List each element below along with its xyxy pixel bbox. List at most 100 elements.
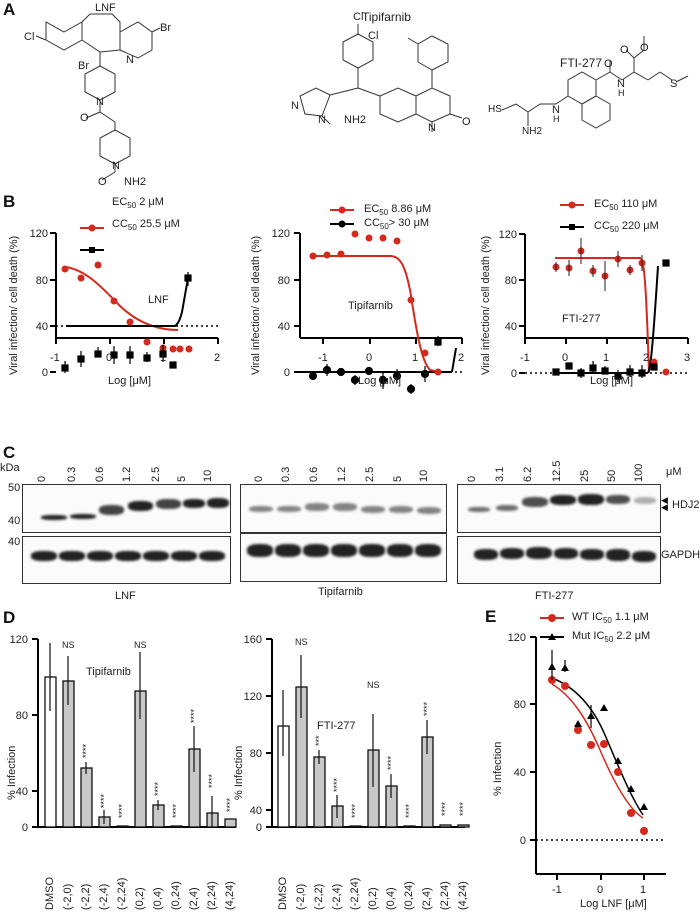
category-label: (0,2) bbox=[367, 887, 379, 910]
svg-text:40: 40 bbox=[16, 786, 28, 798]
category-label: (-2,0) bbox=[62, 883, 74, 910]
band bbox=[31, 551, 57, 561]
x-axis-label: Log [μM] bbox=[358, 375, 402, 387]
panel-letter-b: B bbox=[3, 192, 16, 211]
svg-text:120: 120 bbox=[244, 691, 262, 703]
svg-text:80: 80 bbox=[36, 275, 48, 287]
tipifarnib-imidazole bbox=[299, 87, 331, 117]
lane-label: 5 bbox=[392, 475, 404, 482]
legend-ec50-label: EC50 8.86 μM bbox=[364, 203, 431, 217]
category-label: (-2,2) bbox=[313, 883, 325, 910]
band bbox=[554, 548, 578, 559]
band bbox=[632, 551, 656, 562]
atom-nh2: NH2 bbox=[124, 176, 147, 188]
x-tick: 1 bbox=[412, 352, 419, 364]
blot-label-lnf: LNF bbox=[115, 590, 136, 602]
svg-text:0: 0 bbox=[511, 368, 517, 380]
svg-text:****: **** bbox=[458, 801, 468, 816]
svg-text:NS: NS bbox=[134, 640, 147, 650]
band bbox=[606, 549, 630, 561]
band bbox=[171, 551, 197, 561]
svg-text:****: **** bbox=[225, 797, 235, 812]
structure-label-tipifarnib: Tipifarnib bbox=[362, 10, 411, 24]
legend-sub: 50 bbox=[604, 635, 614, 645]
atom-n: N bbox=[96, 96, 104, 108]
lane-label: 25 bbox=[579, 469, 591, 482]
band bbox=[70, 514, 96, 519]
band bbox=[199, 551, 225, 561]
chart-annotation: FTI-277 bbox=[317, 720, 356, 732]
structure-drawings bbox=[35, 13, 689, 181]
cc50-points bbox=[61, 272, 192, 373]
lane-label: 2.5 bbox=[150, 466, 162, 482]
atom-o: O bbox=[604, 58, 613, 70]
band bbox=[580, 549, 604, 560]
svg-text:****: **** bbox=[440, 801, 450, 816]
lane-label: 2.5 bbox=[364, 466, 376, 482]
legend-sub: 50 bbox=[602, 616, 612, 626]
ec50-fit-curve bbox=[555, 257, 650, 374]
x-tick: 2 bbox=[643, 352, 650, 364]
legend-sub: 50 bbox=[127, 223, 137, 233]
atom-n: N bbox=[428, 122, 436, 134]
lnf-piperidine-1 bbox=[84, 65, 116, 101]
band bbox=[249, 506, 273, 512]
x-tick: 2 bbox=[214, 352, 221, 364]
tipifarnib-quinolinone-b bbox=[415, 87, 451, 123]
legend-value: 220 μM bbox=[618, 220, 659, 232]
x-axis-label: Log [μM] bbox=[108, 375, 152, 387]
x-tick: 0 bbox=[106, 352, 113, 364]
lane-label: 0 bbox=[36, 475, 48, 482]
band bbox=[207, 498, 229, 508]
atom-n: N bbox=[126, 54, 134, 66]
ec50-points bbox=[309, 230, 442, 376]
svg-text:****: **** bbox=[153, 781, 163, 796]
category-label: (-2,2) bbox=[80, 883, 92, 910]
x-tick: 1 bbox=[160, 352, 167, 364]
atom-o: O bbox=[620, 44, 629, 56]
chart-b-lnf-svg: 120 80 40 0 bbox=[30, 224, 219, 379]
blot-fti277-gapdh bbox=[457, 536, 661, 584]
panel-letter-a: A bbox=[3, 0, 16, 19]
svg-text:0: 0 bbox=[284, 367, 290, 379]
unit-label-um: μM bbox=[666, 466, 682, 478]
blot-lnf-gapdh bbox=[22, 536, 231, 584]
svg-text:NS: NS bbox=[62, 640, 75, 650]
svg-text:0: 0 bbox=[42, 367, 48, 379]
category-label: (-2,0) bbox=[295, 883, 307, 910]
x-tick: -1 bbox=[520, 352, 530, 364]
category-label: DMSO bbox=[277, 877, 289, 910]
legend-ec50-label: EC50 110 μM bbox=[594, 198, 657, 212]
band bbox=[522, 497, 548, 507]
legend-wt-label: WT IC50 1.1 μM bbox=[572, 611, 649, 625]
blot-label-tipifarnib: Tipifarnib bbox=[318, 586, 363, 598]
x-tick: 0 bbox=[562, 352, 569, 364]
category-label: (2,24) bbox=[439, 881, 451, 910]
svg-text:****: **** bbox=[207, 773, 217, 788]
y-axis-label: Viral infection/ cell death (%) bbox=[480, 235, 492, 375]
legend-label: CC bbox=[364, 217, 380, 229]
blot-lnf-hdj2 bbox=[22, 484, 231, 533]
x-tick: -1 bbox=[552, 884, 562, 896]
chart-annotation: Tipifarnib bbox=[348, 300, 393, 312]
svg-text:NS: NS bbox=[295, 637, 308, 647]
atom-br: Br bbox=[160, 22, 171, 34]
lane-label: 5 bbox=[176, 475, 188, 482]
svg-text:0: 0 bbox=[256, 822, 262, 834]
lane-label: 50 bbox=[606, 469, 618, 482]
band bbox=[578, 494, 604, 505]
svg-text:40: 40 bbox=[278, 321, 290, 333]
lnf-pyridine-ring bbox=[119, 21, 153, 59]
band bbox=[128, 501, 153, 511]
svg-text:****: **** bbox=[117, 803, 127, 818]
category-label: (0,4) bbox=[152, 887, 164, 910]
category-label: (-2,4) bbox=[331, 883, 343, 910]
atom-br: Br bbox=[78, 60, 89, 72]
svg-text:160: 160 bbox=[244, 634, 262, 646]
blot-label-fti277: FTI-277 bbox=[535, 590, 574, 602]
band bbox=[115, 551, 141, 561]
band bbox=[417, 507, 441, 514]
band bbox=[415, 544, 441, 557]
x-tick: 3 bbox=[684, 352, 691, 364]
chart-d-tipifarnib: NS NS **** **** **** **** **** **** ****… bbox=[0, 600, 237, 913]
